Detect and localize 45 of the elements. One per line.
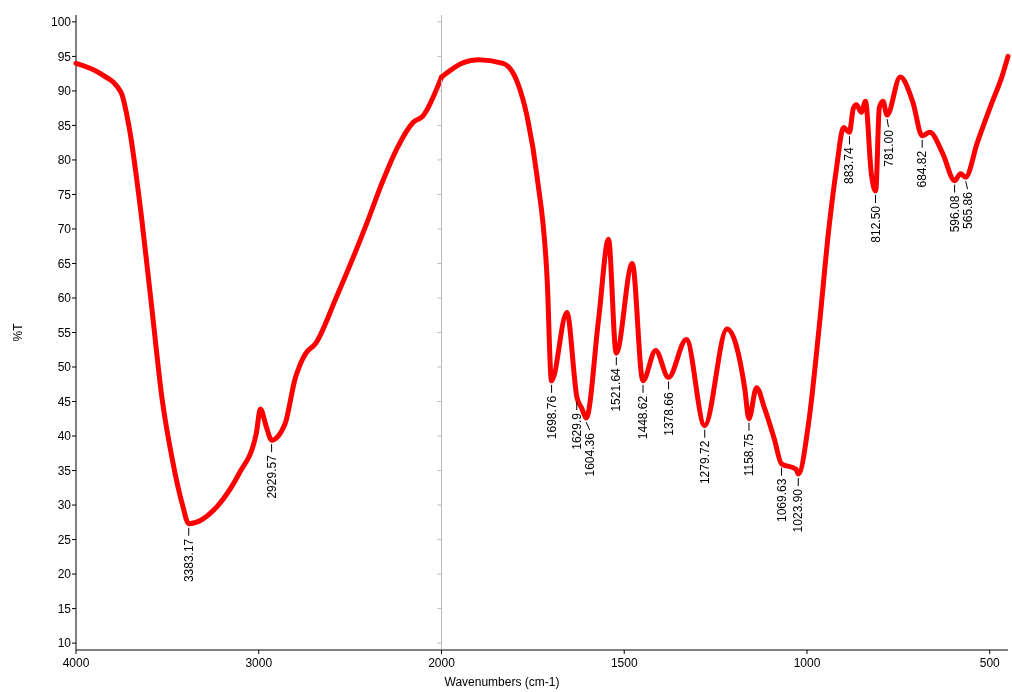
annotation: 1604.36	[582, 432, 597, 477]
y-tick-label: 20	[57, 567, 72, 582]
y-tick-label: 70	[57, 222, 72, 237]
x-tick-label: 1000	[793, 656, 821, 670]
y-tick-label: 100	[50, 15, 72, 30]
x-tick-label: 2000	[428, 656, 456, 670]
annotation: 2929.57	[264, 454, 279, 499]
annotation: 565.86	[960, 191, 975, 229]
annotation: 1448.62	[636, 395, 651, 440]
annotation: 596.08	[947, 195, 962, 233]
y-tick-label: 15	[57, 601, 72, 616]
annotation: 1629.9	[569, 412, 584, 450]
x-tick-label: 4000	[62, 656, 90, 670]
annotation: 684.82	[915, 150, 930, 188]
y-tick-label: 35	[57, 463, 72, 478]
annotation: 1378.66	[661, 392, 676, 436]
y-tick-label: 50	[57, 360, 72, 375]
annotation: 3383.17	[181, 538, 196, 583]
annotation: 1158.75	[741, 433, 756, 477]
x-axis-title: Wavenumbers (cm-1)	[444, 675, 560, 689]
y-tick-label: 40	[57, 429, 72, 444]
y-tick-label: 80	[57, 153, 72, 168]
y-tick-label: 55	[57, 325, 72, 340]
y-tick-label: 25	[57, 532, 72, 547]
annotation: 781.00	[881, 129, 896, 167]
annotation: 1023.90	[791, 488, 806, 533]
annotation: 1279.72	[697, 440, 712, 485]
annotation: 883.74	[842, 147, 857, 185]
y-tick-label: 60	[57, 291, 72, 306]
y-tick-label: 90	[57, 84, 72, 99]
annotation: 1698.76	[544, 395, 559, 440]
annotation: 1521.64	[609, 367, 624, 412]
x-tick-label: 3000	[245, 656, 273, 670]
y-tick-label: 45	[57, 394, 72, 409]
x-tick-label: 1500	[610, 656, 638, 670]
y-axis-title: %T	[11, 322, 25, 342]
y-tick-label: 10	[57, 636, 72, 651]
y-tick-label: 75	[57, 187, 72, 202]
y-tick-label: 85	[57, 118, 72, 133]
x-tick-label: 500	[979, 656, 1001, 670]
y-tick-label: 95	[57, 49, 72, 64]
annotation: 1069.63	[774, 478, 789, 523]
annotation: 812.50	[868, 205, 883, 243]
y-tick-label: 65	[57, 256, 72, 271]
y-tick-label: 30	[57, 498, 72, 513]
